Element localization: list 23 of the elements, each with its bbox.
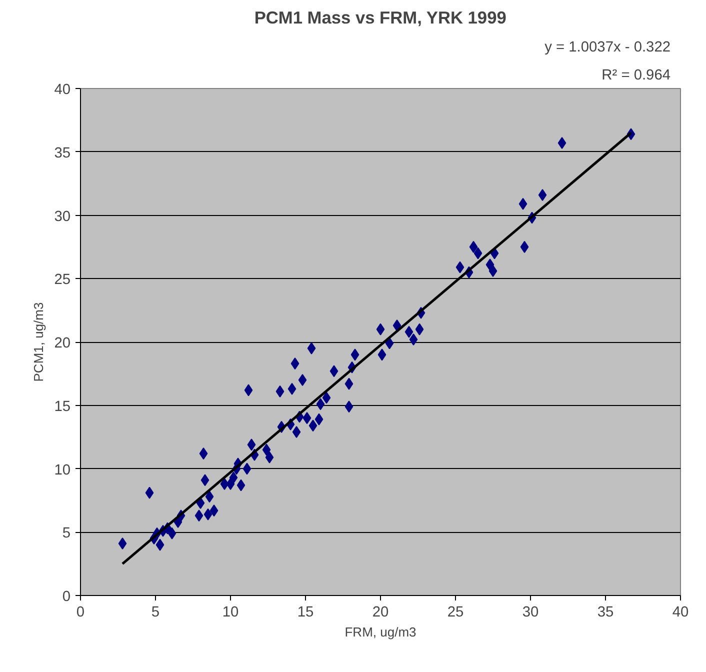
x-tick-label: 15 <box>297 604 314 620</box>
y-tick-label: 40 <box>54 82 71 98</box>
y-tick-label: 15 <box>54 398 71 415</box>
y-tick-label: 20 <box>54 336 71 352</box>
y-tick-label: 5 <box>62 526 71 542</box>
y-tick-label: 35 <box>54 145 71 162</box>
x-tick-label: 0 <box>76 604 85 620</box>
y-tick-label: 0 <box>62 589 71 605</box>
x-tick-label: 40 <box>672 604 689 620</box>
y-tick-label: 10 <box>54 462 71 478</box>
text: R² = 0.964 <box>602 68 671 84</box>
chart-title: PCM1 Mass vs FRM, YRK 1999 <box>254 8 506 28</box>
x-tick-label: 20 <box>372 604 389 620</box>
y-tick-label: 25 <box>54 272 71 288</box>
x-tick-label: 25 <box>447 604 464 620</box>
x-tick-label: 5 <box>151 604 160 620</box>
y-axis-title: PCM1, ug/m3 <box>31 302 46 382</box>
x-axis-title: FRM, ug/m3 <box>344 624 416 640</box>
x-tick-label: 35 <box>597 604 614 620</box>
x-tick-label: 10 <box>222 604 239 620</box>
x-tick-label: 30 <box>522 604 539 620</box>
y-tick-label: 30 <box>54 208 71 225</box>
text: y = 1.0037x - 0.322 <box>544 40 671 56</box>
